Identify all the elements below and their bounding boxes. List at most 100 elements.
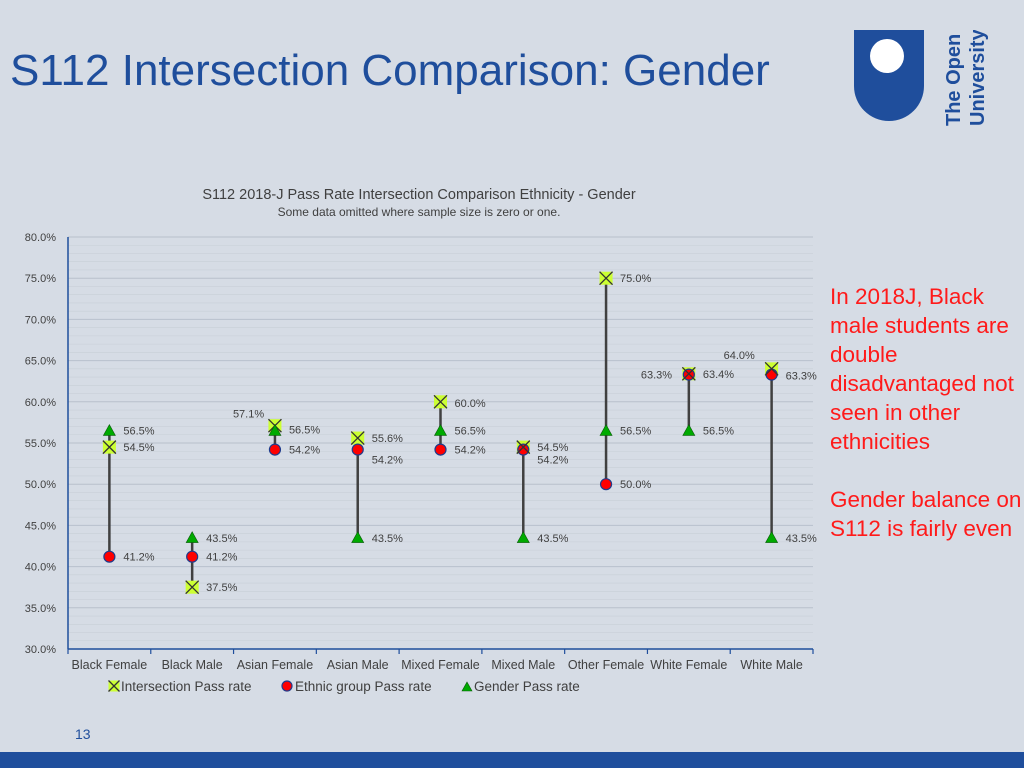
page-number: 13 [75,726,91,742]
intersection-pass-point [599,271,614,286]
ethnic-pass-point [434,443,447,456]
data-label: 64.0% [724,350,755,362]
x-tick-label: Mixed Male [491,658,555,672]
legend-circle-icon [281,680,293,692]
gender-pass-point [185,531,199,543]
y-tick-label: 65.0% [25,356,56,368]
data-label: 57.1% [233,409,264,421]
legend-circle-marker [281,680,293,692]
data-label: 63.3% [786,371,817,383]
data-label: 54.5% [537,442,568,454]
open-university-logo: The Open University [854,30,989,126]
x-tick-label: Asian Male [327,658,389,672]
logo-text-line2: University [967,30,989,126]
data-label: 63.4% [703,369,734,381]
legend-item-intersection: Intersection Pass rate [108,679,252,694]
ethnic-pass-point [268,443,282,456]
data-label: 54.2% [372,455,403,467]
data-label: 63.3% [641,370,672,382]
y-tick-label: 70.0% [25,314,56,326]
legend-item-ethnic: Ethnic group Pass rate [281,679,432,694]
gender-pass-point [599,424,613,436]
side-note: In 2018J, Black male students are double… [830,282,1024,543]
x-tick-label: Other Female [568,658,644,672]
note-gender-balance: Gender balance on S112 is fairly even [830,487,1022,541]
legend-x-marker [108,680,120,692]
ethnic-pass-point [351,443,364,456]
data-label: 37.5% [206,582,237,594]
chart-subtitle: Some data omitted where sample size is z… [278,205,561,219]
y-tick-label: 60.0% [25,397,56,409]
legend-item-gender: Gender Pass rate [461,679,580,694]
legend-label-ethnic: Ethnic group Pass rate [295,679,432,694]
x-tick-label: Asian Female [237,658,313,672]
data-label: 41.2% [206,552,237,564]
y-tick-label: 35.0% [25,603,56,615]
data-label: 56.5% [289,425,320,437]
data-label: 56.5% [620,426,651,438]
note-double-disadvantage: In 2018J, Black male students are double… [830,284,1014,454]
gender-pass-point [268,424,282,436]
ethnic-pass-point [186,550,199,563]
y-tick-label: 40.0% [25,562,56,574]
intersection-pass-point [433,394,448,409]
data-label: 43.5% [786,533,817,545]
data-label: 43.5% [537,533,568,545]
data-label: 75.0% [620,273,651,285]
legend-label-intersection: Intersection Pass rate [121,679,252,694]
y-tick-label: 80.0% [25,232,56,244]
ethnic-pass-point [103,550,116,563]
legend: Intersection Pass rate Ethnic group Pass… [108,679,580,694]
data-label: 43.5% [372,533,403,545]
gender-pass-point [351,531,365,543]
marker-layer [102,271,779,595]
data-label: 50.0% [620,479,651,491]
logo-circle-icon [870,39,904,73]
axis-layer: 30.0% 35.0% 40.0% 45.0% 50.0% 55.0% 60.0% 65.0%… [25,232,814,672]
data-label: 54.2% [455,445,486,457]
intersection-pass-point [102,440,117,455]
legend-label-gender: Gender Pass rate [474,679,580,694]
intersection-pass-point [516,440,531,455]
gender-pass-point [682,424,696,436]
ethnic-pass-point [765,368,778,381]
legend-triangle-icon [461,681,473,692]
y-tick-label: 50.0% [25,479,56,491]
ethnic-pass-point [599,478,613,491]
intersection-pass-point [350,431,365,446]
y-tick-label: 30.0% [25,644,56,656]
data-label: 56.5% [123,426,154,438]
slide-title: S112 Intersection Comparison: Gender [10,46,770,95]
y-tick-label: 75.0% [25,273,56,285]
data-label: 56.5% [703,426,734,438]
x-tick-label: Mixed Female [401,658,480,672]
legend-x-icon [108,680,120,692]
data-label: 41.2% [123,552,154,564]
data-label: 54.5% [123,442,154,454]
ethnic-pass-point [517,443,530,456]
gender-pass-point [765,531,779,543]
chart-title: S112 2018-J Pass Rate Intersection Compa… [202,187,636,203]
data-label: 54.2% [289,445,320,457]
data-label: 55.6% [372,433,403,445]
data-label: 60.0% [455,398,486,410]
gender-pass-point [516,531,530,543]
x-tick-label: White Male [740,658,803,672]
pass-rate-chart: S112 2018-J Pass Rate Intersection Compa… [25,187,817,694]
x-tick-label: Black Male [162,658,223,672]
legend-triangle-marker [461,681,473,692]
gender-pass-point [102,424,116,436]
data-label: 56.5% [455,426,486,438]
y-tick-label: 45.0% [25,520,56,532]
label-layer: 54.5% 41.2% 56.5% 37.5% 41.2% 43.5% 57.1% 54.2%… [123,273,817,594]
intersection-pass-point [185,580,200,595]
x-tick-label: Black Female [72,658,148,672]
y-tick-label: 55.0% [25,438,56,450]
x-tick-label: White Female [650,658,727,672]
footer-bar [0,752,1024,768]
data-label: 54.2% [537,455,568,467]
logo-text-line1: The Open [943,34,965,126]
intersection-pass-point [681,366,696,381]
intersection-pass-point [764,361,779,376]
gender-pass-point [433,424,448,436]
